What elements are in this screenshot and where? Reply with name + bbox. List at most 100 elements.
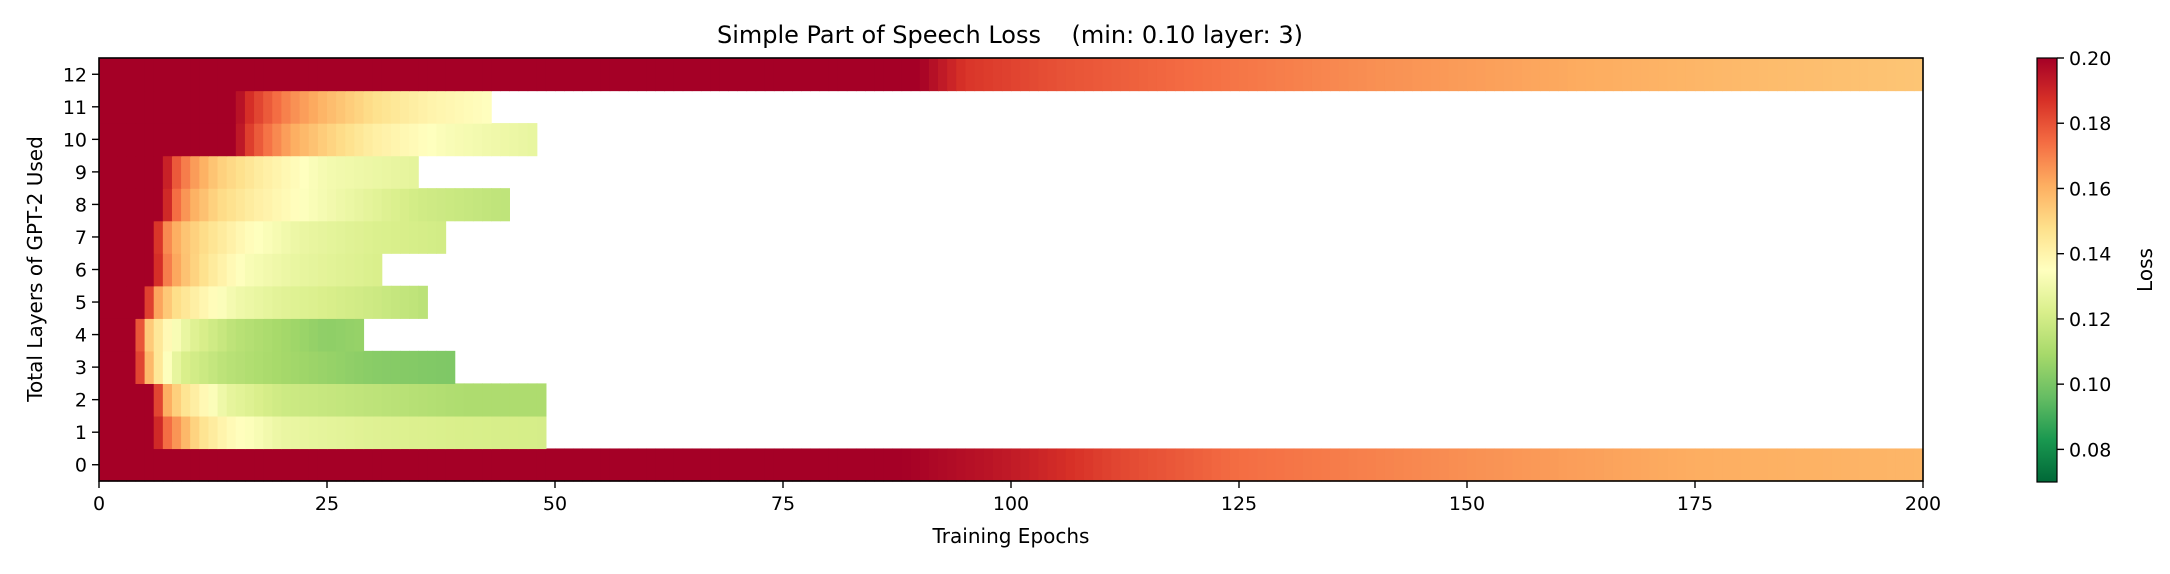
heatmap-cell [1476,58,1486,92]
heatmap-cell [327,448,337,482]
heatmap-cell [700,448,711,482]
heatmap-cell [317,155,328,189]
heatmap-cell [336,90,346,124]
heatmap-cell [518,58,529,92]
heatmap-cell [1895,58,1906,92]
heatmap-cell [135,350,146,384]
heatmap-cell [372,285,383,319]
heatmap-cell [272,155,282,189]
heatmap-cell [317,383,328,417]
heatmap-cell [928,448,939,482]
heatmap-cell [263,415,273,450]
heatmap-cell [627,58,638,92]
heatmap-cell [409,58,419,92]
y-tick-label: 2 [75,390,87,412]
heatmap-cell [317,415,328,450]
heatmap-cell [336,58,346,92]
heatmap-cell [390,188,401,222]
heatmap-cell [162,350,173,384]
heatmap-cell [226,318,237,352]
heatmap-cell [99,188,109,222]
heatmap-cell [1667,58,1678,92]
heatmap-cell [336,253,346,287]
heatmap-cell [1786,58,1796,92]
heatmap-cell [1156,448,1167,482]
heatmap-cell [719,58,729,92]
heatmap-cell [1521,448,1532,482]
heatmap-cell [1585,448,1596,482]
heatmap-cell [1840,448,1851,482]
heatmap-cell [235,155,246,189]
heatmap-cell [299,155,310,189]
heatmap-cell [792,448,802,482]
heatmap-cell [1786,448,1796,482]
heatmap-cell [208,58,219,92]
heatmap-cell [108,350,118,384]
heatmap-cell [618,58,629,92]
heatmap-cell [226,220,237,254]
heatmap-cell [199,383,210,417]
heatmap-cell [144,123,155,157]
heatmap-cell [327,58,337,92]
heatmap-cell [1430,58,1441,92]
heatmap-cell [153,383,164,417]
heatmap-cell [181,383,191,417]
heatmap-cell [1886,58,1897,92]
heatmap-cell [974,448,985,482]
heatmap-cell [418,350,428,384]
heatmap-cell [1722,58,1733,92]
heatmap-cell [290,220,301,254]
heatmap-cell [208,253,219,287]
x-tick-label: 200 [1905,493,1941,515]
heatmap-cell [1330,58,1340,92]
heatmap-cell [1731,448,1742,482]
heatmap-cell [454,188,465,222]
heatmap-cell [1175,448,1185,482]
heatmap-cell [272,415,282,450]
heatmap-cell [254,58,264,92]
heatmap-cell [1467,58,1477,92]
heatmap-cell [181,253,191,287]
heatmap-cell [409,90,419,124]
heatmap-cell [299,123,310,157]
heatmap-cell [153,155,164,189]
heatmap-cell [436,123,447,157]
heatmap-cell [819,448,830,482]
heatmap-cell [190,350,200,384]
heatmap-cell [144,155,155,189]
heatmap-cell [1038,448,1049,482]
heatmap-cell [126,318,137,352]
heatmap-cell [126,415,137,450]
heatmap-cell [1357,58,1368,92]
heatmap-cell [764,448,775,482]
heatmap-cell [345,448,355,482]
heatmap-cell [646,448,656,482]
x-tick-label: 50 [543,493,567,515]
heatmap-cell [1822,448,1833,482]
heatmap-cell [1549,58,1559,92]
heatmap-cell [327,253,337,287]
heatmap-cell [500,383,510,417]
heatmap-cell [290,448,301,482]
heatmap-cell [281,253,292,287]
heatmap-cell [518,448,529,482]
heatmap-cell [199,318,210,352]
heatmap-cell [126,220,137,254]
heatmap-cell [363,123,374,157]
heatmap-cell [181,318,191,352]
heatmap-cell [1074,58,1085,92]
heatmap-cell [1767,58,1778,92]
heatmap-cell [299,58,310,92]
heatmap-cell [1877,58,1888,92]
y-tick-label: 7 [75,227,87,249]
heatmap-cell [217,253,228,287]
heatmap-cell [99,58,109,92]
heatmap-cell [828,58,839,92]
heatmap-cell [527,58,538,92]
heatmap-cell [290,318,301,352]
heatmap-cell [181,448,191,482]
heatmap-cell [108,415,118,450]
heatmap-cell [126,58,137,92]
heatmap-cell [108,155,118,189]
